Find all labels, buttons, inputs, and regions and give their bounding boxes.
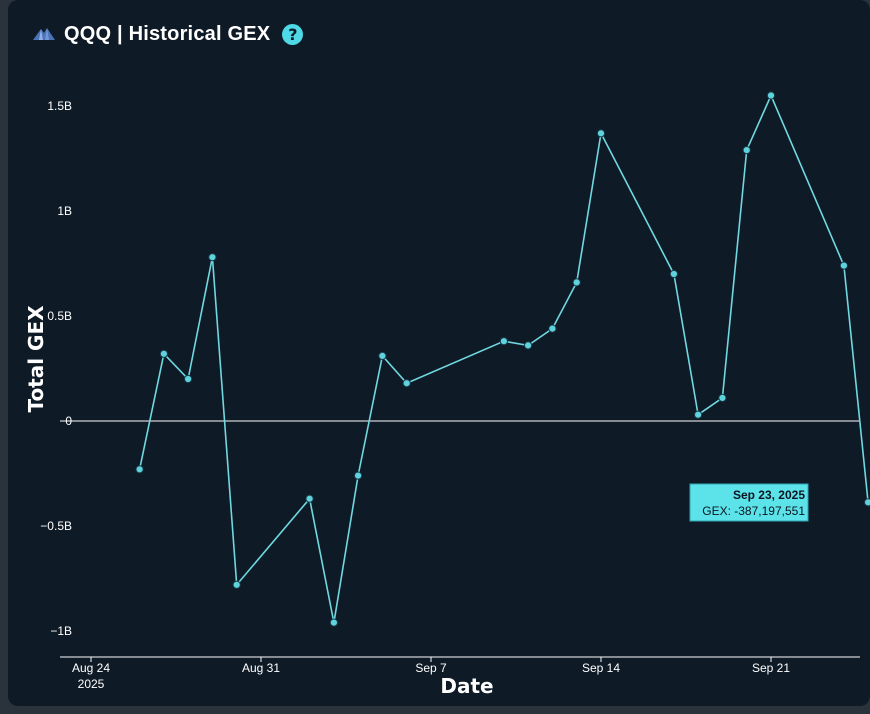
data-point[interactable] xyxy=(766,91,776,100)
data-point[interactable] xyxy=(596,129,606,138)
data-point[interactable] xyxy=(402,379,411,388)
data-points xyxy=(135,91,870,627)
series-line xyxy=(138,93,869,623)
data-point[interactable] xyxy=(208,253,217,262)
tooltip-box xyxy=(689,483,809,522)
data-point[interactable] xyxy=(572,278,581,287)
mountain-logo-icon xyxy=(33,28,55,40)
y-tick-label: 1B xyxy=(57,204,72,218)
y-axis-title: Total GEX xyxy=(24,305,48,413)
data-point[interactable] xyxy=(232,580,241,589)
chart-header: QQQ | Historical GEX ? xyxy=(32,20,304,48)
y-tick-label: −1B xyxy=(50,624,72,638)
data-point[interactable] xyxy=(329,618,338,627)
data-point[interactable] xyxy=(718,393,727,402)
hover-tooltip: Sep 23, 2025 GEX: -387,197,551 xyxy=(689,483,809,522)
data-point[interactable] xyxy=(159,349,168,358)
data-point[interactable] xyxy=(499,337,508,346)
tooltip-date: Sep 23, 2025 xyxy=(733,488,805,502)
tooltip-value: GEX: -387,197,551 xyxy=(702,504,805,518)
page-title: QQQ | Historical GEX xyxy=(64,22,271,45)
x-tick-label: Sep 14 xyxy=(582,661,620,675)
data-point[interactable] xyxy=(669,269,679,279)
y-tick-label: 0.5B xyxy=(47,309,72,323)
data-point[interactable] xyxy=(864,498,870,507)
data-point[interactable] xyxy=(135,465,144,474)
data-point[interactable] xyxy=(305,494,314,503)
data-point[interactable] xyxy=(742,146,751,155)
x-axis-ticks: Aug 24 2025 Aug 31 Sep 7 Sep 14 Sep 21 xyxy=(72,657,790,691)
x-tick-label: Sep 7 xyxy=(415,661,447,675)
data-point[interactable] xyxy=(354,471,363,480)
y-tick-label: −0.5B xyxy=(40,519,72,533)
x-tick-label: Aug 24 xyxy=(72,661,110,675)
data-point[interactable] xyxy=(694,410,703,419)
data-point[interactable] xyxy=(524,341,533,350)
data-point[interactable] xyxy=(839,261,849,270)
x-tick-sublabel: 2025 xyxy=(78,677,105,691)
data-point[interactable] xyxy=(548,324,557,333)
help-icon[interactable]: ? xyxy=(282,23,304,45)
data-point[interactable] xyxy=(378,351,387,360)
data-point[interactable] xyxy=(184,374,193,384)
x-axis-title: Date xyxy=(440,674,493,698)
x-tick-label: Sep 21 xyxy=(752,661,790,675)
x-tick-label: Aug 31 xyxy=(242,661,280,675)
y-tick-label: 1.5B xyxy=(47,99,72,113)
